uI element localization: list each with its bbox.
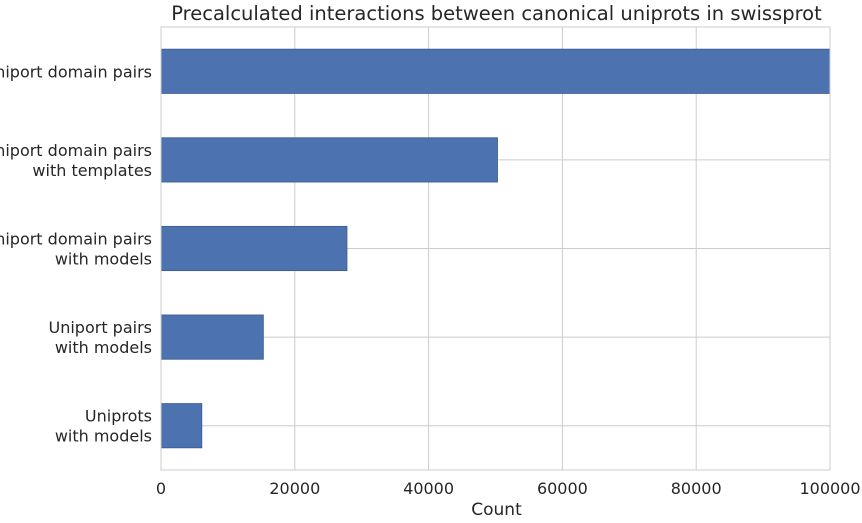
category-label-line: Uniport pairs [49,318,153,337]
chart-title: Precalculated interactions between canon… [171,2,822,25]
category-label-line: with models [55,427,152,446]
bar [160,137,498,183]
x-tick-label: 80000 [671,479,722,498]
category-label-line: with models [55,338,152,357]
x-tick-label: 40000 [403,479,454,498]
category-label-line: with models [55,250,152,269]
category-label-line: Uniport domain pairs [0,62,152,81]
category-label: Uniport domain pairs with templates [0,141,152,180]
x-axis-label: Count [471,500,522,520]
bar [160,314,264,360]
x-tick-label: 60000 [537,479,588,498]
bar [160,225,348,272]
category-label: Uniport domain pairs [0,62,152,81]
category-label-line: with templates [32,161,152,180]
x-tick-label: 20000 [269,479,320,498]
category-label-line: Uniport domain pairs [0,141,152,160]
category-label: Uniprots with models [55,407,152,446]
bar [160,48,831,94]
category-label: Uniport domain pairs with models [0,230,152,269]
category-label-line: Uniprots [85,407,152,426]
x-tick-label: 100000 [799,479,860,498]
category-label-line: Uniport domain pairs [0,230,152,249]
plot-frame [160,26,831,471]
x-tick-label: 0 [156,479,166,498]
x-tick-labels: 0 20000 40000 60000 80000 100000 [156,479,861,498]
category-label: Uniport pairs with models [49,318,153,357]
bar [160,403,203,449]
